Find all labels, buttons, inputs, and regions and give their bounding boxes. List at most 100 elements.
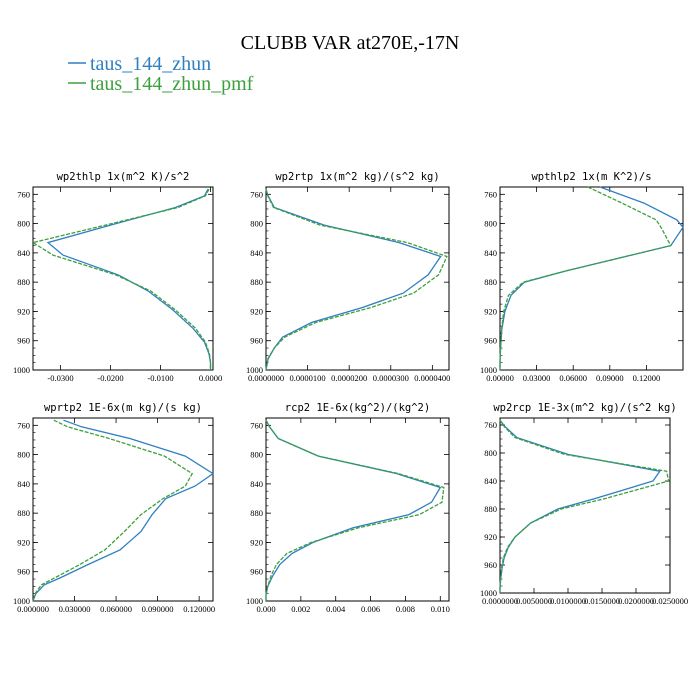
x-tick-label: 0.002	[291, 604, 310, 614]
y-tick-label: 800	[484, 448, 497, 458]
x-tick-label: 0.00000	[486, 373, 514, 383]
panel-title: wp2rcp 1E-3x(m^2 kg)/(s^2 kg)	[493, 402, 676, 414]
x-tick-label: 0.0000000	[482, 596, 518, 606]
series-line-2	[31, 188, 212, 370]
series-line-2	[499, 186, 672, 370]
legend-label-series-1: taus_144_zhun	[90, 53, 211, 75]
y-tick-label: 880	[17, 508, 30, 518]
x-tick-label: 0.12000	[633, 373, 661, 383]
y-tick-label: 880	[484, 277, 497, 287]
series-line-1	[265, 189, 442, 371]
series-line-1	[46, 188, 212, 370]
x-tick-label: 0.0200000	[618, 596, 654, 606]
panel-1: wp2thlp 1x(m^2 K)/s^2 760 800 840 880 920 960 1…	[13, 171, 222, 383]
y-tick-label: 920	[484, 532, 497, 542]
series-line-2	[32, 419, 194, 602]
x-tick-label: 0.0100000	[550, 596, 586, 606]
y-tick-label: 880	[17, 277, 30, 287]
x-tick-label: 0.0000300	[373, 373, 409, 383]
x-tick-label: 0.0000100	[290, 373, 326, 383]
plot-frame	[265, 417, 450, 602]
x-tick-label: 0.0250000	[652, 596, 688, 606]
x-tick-label: 0.004	[326, 604, 346, 614]
x-tick-label: 0.06000	[559, 373, 587, 383]
panel-title: wpthlp2 1x(m K^2)/s	[531, 171, 651, 183]
plot-frame	[499, 186, 684, 371]
y-tick-label: 760	[17, 189, 30, 199]
series-line-1	[499, 186, 684, 370]
x-tick-label: 0.008	[396, 604, 415, 614]
y-tick-label: 840	[484, 248, 497, 258]
y-tick-label: 760	[17, 420, 30, 430]
panel-title: wp2thlp 1x(m^2 K)/s^2	[57, 171, 190, 183]
x-tick-label: 0.000	[256, 604, 275, 614]
x-tick-label: 0.030000	[59, 604, 91, 614]
x-tick-label: 0.010	[431, 604, 450, 614]
plot-frame	[32, 186, 214, 371]
x-tick-label: -0.0100	[147, 373, 173, 383]
y-tick-label: 1000	[246, 365, 263, 375]
y-tick-label: 960	[250, 336, 263, 346]
series-line-2	[265, 419, 445, 601]
x-tick-label: 0.09000	[596, 373, 624, 383]
y-tick-label: 960	[250, 567, 263, 577]
panel-4: wprtp2 1E-6x(m kg)/(s kg) 760 800 840 880 920…	[13, 402, 215, 614]
y-tick-label: 880	[250, 508, 263, 518]
plot-frame	[265, 186, 450, 371]
panel-6: wp2rcp 1E-3x(m^2 kg)/(s^2 kg) 760 800 840 88…	[480, 402, 688, 606]
y-tick-label: 800	[250, 450, 263, 460]
y-tick-label: 800	[17, 450, 30, 460]
y-tick-label: 1000	[480, 588, 497, 598]
y-tick-label: 840	[17, 248, 30, 258]
series-line-2	[265, 189, 448, 371]
y-tick-label: 880	[484, 504, 497, 514]
panel-5: rcp2 1E-6x(kg^2)/(kg^2) 760 800 840 880 920 96…	[246, 402, 450, 614]
panel-title: wp2rtp 1x(m^2 kg)/(s^2 kg)	[275, 171, 439, 183]
y-tick-label: 960	[17, 336, 30, 346]
x-tick-label: -0.0200	[97, 373, 123, 383]
panels: wp2thlp 1x(m^2 K)/s^2 760 800 840 880 920 960 1…	[13, 171, 688, 614]
figure-title: CLUBB VAR at270E,-17N	[241, 32, 460, 54]
series-line-2	[499, 419, 670, 593]
series-line-1	[265, 419, 442, 601]
legend: taus_144_zhun taus_144_zhun_pmf	[68, 53, 254, 95]
y-tick-label: 1000	[13, 596, 30, 606]
y-tick-label: 840	[17, 479, 30, 489]
y-tick-label: 760	[484, 420, 497, 430]
y-tick-label: 920	[17, 537, 30, 547]
panel-3: wpthlp2 1x(m K^2)/s 760 800 840 880 920 960 100…	[480, 171, 684, 383]
y-tick-label: 920	[250, 537, 263, 547]
x-tick-label: 0.0150000	[584, 596, 620, 606]
y-tick-label: 1000	[246, 596, 263, 606]
x-tick-label: -0.0300	[47, 373, 73, 383]
y-tick-label: 1000	[480, 365, 497, 375]
x-tick-label: 0.0000400	[414, 373, 450, 383]
panel-2: wp2rtp 1x(m^2 kg)/(s^2 kg) 760 800 840 880 92…	[246, 171, 450, 383]
y-tick-label: 920	[250, 306, 263, 316]
y-tick-label: 920	[484, 306, 497, 316]
y-tick-label: 1000	[13, 365, 30, 375]
x-tick-label: 0.120000	[183, 604, 215, 614]
y-tick-label: 960	[17, 567, 30, 577]
y-tick-label: 880	[250, 277, 263, 287]
y-tick-label: 840	[484, 476, 497, 486]
x-tick-label: 0.0050000	[516, 596, 552, 606]
legend-label-series-2: taus_144_zhun_pmf	[90, 73, 254, 95]
panel-title: wprtp2 1E-6x(m kg)/(s kg)	[44, 402, 202, 414]
x-tick-label: 0.0000200	[331, 373, 367, 383]
y-tick-label: 760	[250, 420, 263, 430]
y-tick-label: 920	[17, 306, 30, 316]
series-line-1	[32, 419, 215, 602]
y-tick-label: 800	[17, 219, 30, 229]
x-tick-label: 0.090000	[142, 604, 174, 614]
x-tick-label: 0.0000	[199, 373, 222, 383]
y-tick-label: 800	[484, 219, 497, 229]
y-tick-label: 760	[250, 189, 263, 199]
plot-frame	[499, 417, 671, 594]
series-line-1	[499, 419, 661, 593]
panel-title: rcp2 1E-6x(kg^2)/(kg^2)	[285, 402, 430, 414]
x-tick-label: 0.0000000	[248, 373, 284, 383]
plot-frame	[32, 417, 214, 602]
x-tick-label: 0.006	[361, 604, 380, 614]
